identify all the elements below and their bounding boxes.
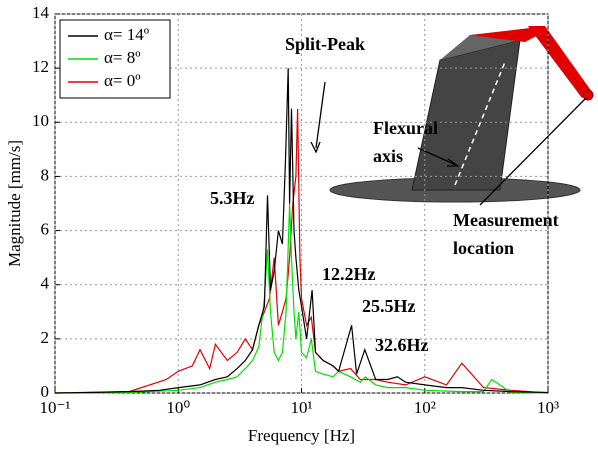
legend: α= 14º α= 8º α= 0º [59, 19, 171, 99]
x-tick-label: 10⁻¹ [39, 398, 70, 417]
annotation: 5.3Hz [210, 188, 255, 208]
annotation: axis [373, 146, 403, 166]
y-tick-label: 14 [32, 3, 50, 22]
x-tick-label: 10² [414, 398, 436, 417]
annotation: Measurement [453, 210, 559, 230]
annotation: 32.6Hz [375, 335, 429, 355]
y-tick-label: 2 [41, 328, 50, 347]
legend-label: α= 0º [104, 71, 141, 90]
wing-inset [329, 26, 594, 203]
y-tick-label: 4 [41, 274, 50, 293]
annotation: Split-Peak [285, 34, 365, 54]
y-tick-label: 10 [32, 111, 49, 130]
series-line [54, 108, 549, 394]
y-axis-label: Magnitude [mm/s] [5, 140, 24, 267]
x-tick-label: 10¹ [290, 398, 312, 417]
x-axis-label: Frequency [Hz] [248, 426, 355, 445]
legend-box [59, 19, 171, 99]
x-tick-label: 10³ [537, 398, 559, 417]
series-line [54, 68, 549, 394]
annotation: location [453, 238, 514, 258]
annotation: Flexural [373, 118, 438, 138]
y-tick-label: 0 [41, 382, 50, 401]
y-tick-label: 12 [32, 57, 49, 76]
annotation: 12.2Hz [322, 264, 376, 284]
y-tick-label: 6 [41, 219, 50, 238]
x-tick-label: 10⁰ [166, 398, 190, 417]
y-tick-label: 8 [41, 165, 50, 184]
legend-label: α= 14º [104, 25, 149, 44]
legend-label: α= 8º [104, 48, 141, 67]
annotation: 25.5Hz [362, 296, 416, 316]
series-line [54, 203, 549, 394]
